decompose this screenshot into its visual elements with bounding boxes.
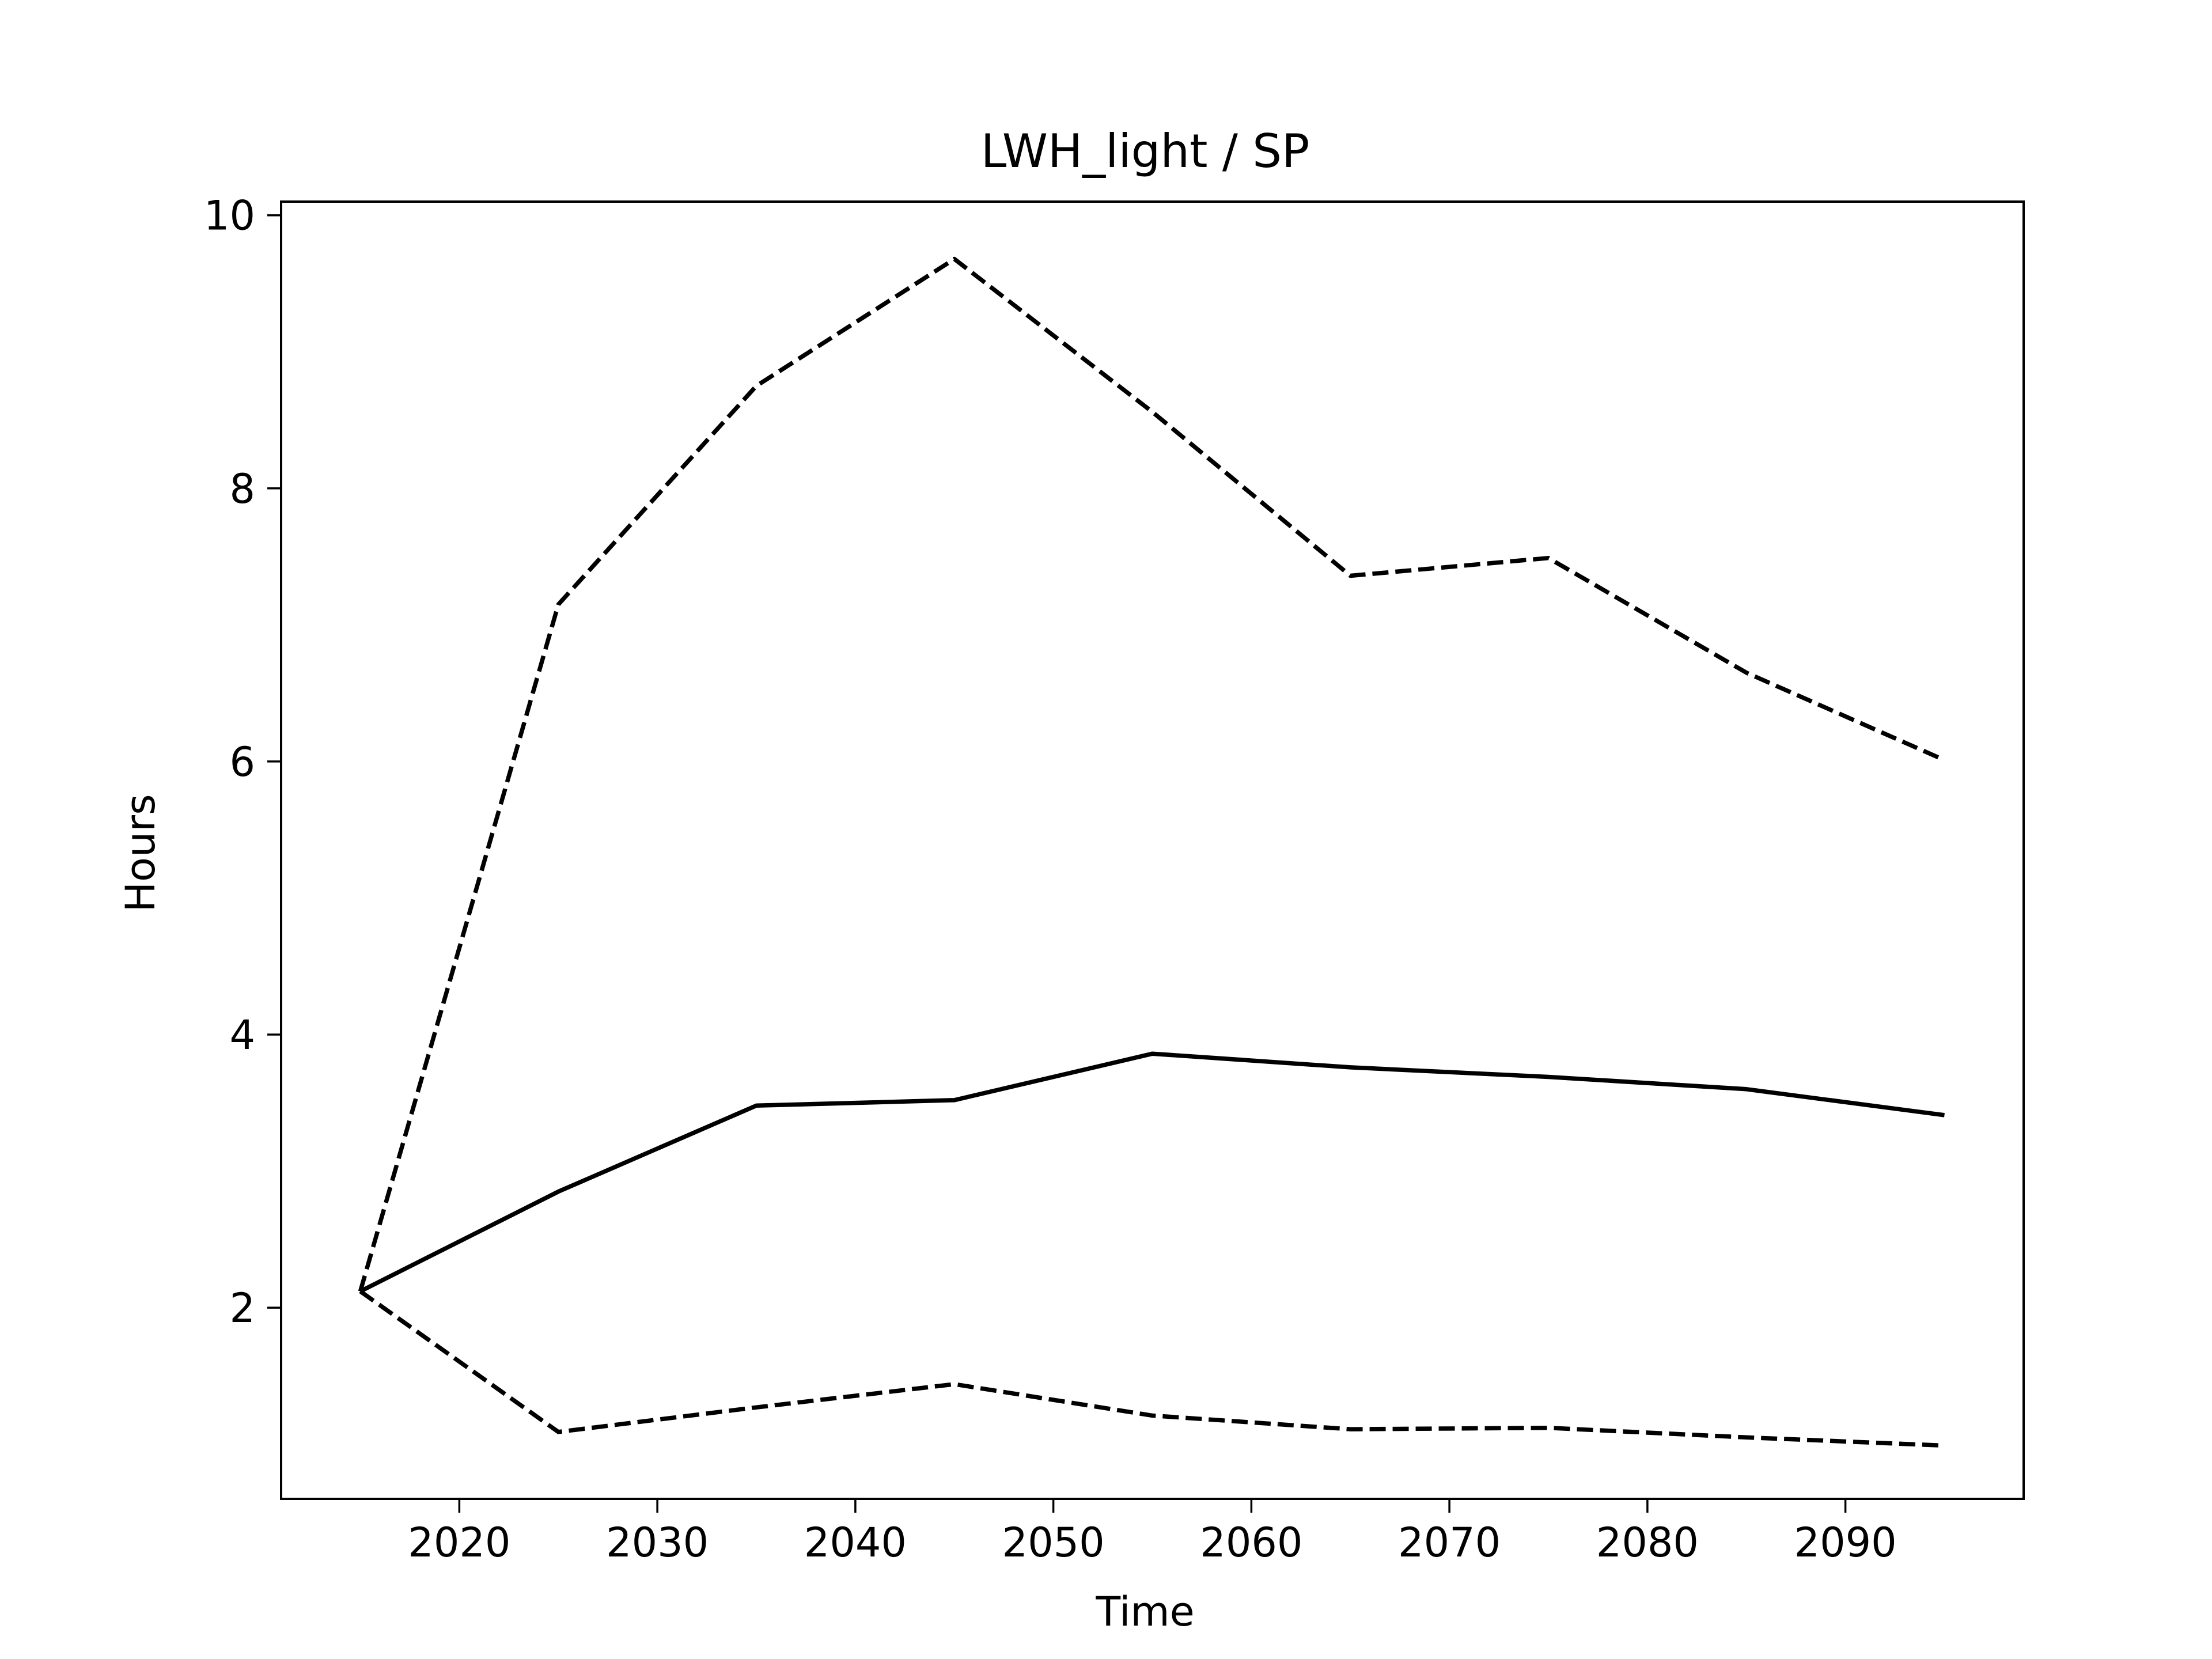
y-axis-label: Hours <box>117 794 164 912</box>
series-line-3-dashed <box>359 1289 1945 1448</box>
x-tick-label-2070: 2070 <box>1398 1519 1501 1566</box>
y-tick-label-8: 8 <box>229 465 255 513</box>
x-tick-label-2090: 2090 <box>1794 1519 1897 1566</box>
series-line-2-dashed <box>358 256 1946 1292</box>
series-line-1-solid <box>359 1051 1945 1294</box>
x-tick-label-2030: 2030 <box>606 1519 709 1566</box>
x-tick-label-2040: 2040 <box>804 1519 907 1566</box>
x-tick-label-2020: 2020 <box>408 1519 510 1566</box>
x-axis-label: Time <box>1095 1588 1194 1635</box>
chart-title: LWH_light / SP <box>981 124 1310 178</box>
plot-frame <box>280 200 2025 1500</box>
y-tick-label-6: 6 <box>229 738 255 786</box>
x-tick-label-2060: 2060 <box>1200 1519 1302 1566</box>
y-tick-label-2: 2 <box>229 1285 255 1332</box>
x-tick-label-2050: 2050 <box>1002 1519 1105 1566</box>
x-tick-label-2080: 2080 <box>1596 1519 1699 1566</box>
plot-area: 2020 2030 2040 2050 2060 2070 2080 2090 2 4 6 8 10 <box>204 192 2025 1566</box>
y-tick-label-10: 10 <box>204 192 255 240</box>
y-tick-label-4: 4 <box>229 1012 255 1059</box>
